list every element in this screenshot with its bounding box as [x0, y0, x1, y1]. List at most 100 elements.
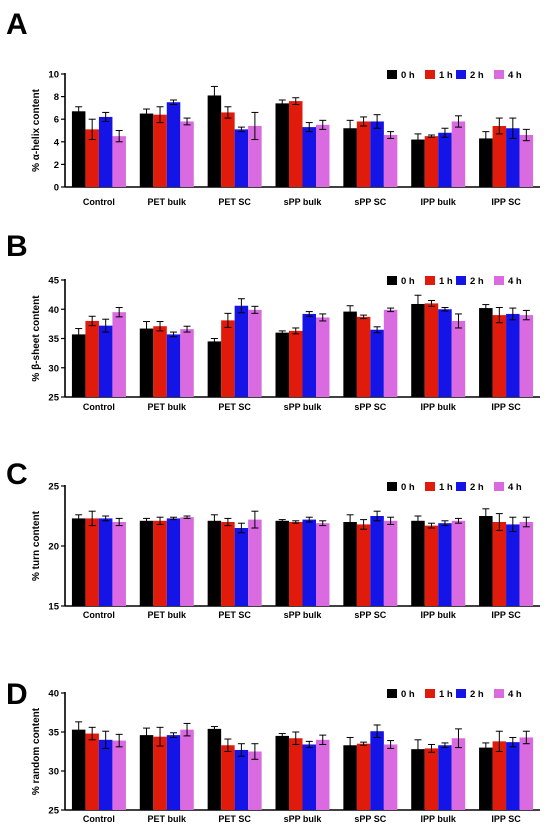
bar-ipp-bulk-2-h [438, 132, 452, 187]
panel-b: B 25 30 35 40 45 % β-sheet content Control PET b… [6, 230, 540, 412]
category-label-ipp-sc: IPP SC [491, 814, 521, 824]
bar-ipp-sc-2-h [506, 128, 520, 187]
y-tick-label: 30 [48, 363, 59, 374]
bar-ipp-sc-1-h [492, 741, 507, 810]
bar-ipp-sc-4-h [519, 522, 534, 606]
bar-pet-bulk-2-h [166, 334, 181, 397]
legend-swatch-1-h [425, 276, 435, 285]
panel-d: D 25 30 35 40 % random content Control PET bulk… [6, 678, 540, 824]
bar-ipp-bulk-1-h [424, 136, 439, 187]
legend-label-1-h: 1 h [439, 70, 453, 81]
bar-pet-bulk-1-h [153, 520, 167, 606]
bar-pet-sc-0-h [207, 520, 222, 606]
bar-pet-sc-1-h [221, 522, 235, 606]
category-label-spp-bulk: sPP bulk [284, 610, 323, 620]
bar-pet-sc-0-h [207, 728, 222, 810]
category-label-spp-sc: sPP SC [354, 402, 386, 412]
category-label-spp-bulk: sPP bulk [284, 402, 323, 412]
bar-spp-sc-4-h [383, 135, 398, 187]
y-axis-label: % turn content [31, 510, 42, 581]
bar-ipp-bulk-1-h [424, 525, 439, 606]
bar-spp-bulk-2-h [302, 127, 316, 187]
panel-letter: D [6, 678, 28, 711]
y-tick-label: 2 [54, 160, 59, 171]
bar-control-4-h [112, 522, 126, 606]
category-label-pet-sc: PET SC [218, 610, 251, 620]
bar-pet-bulk-1-h [153, 114, 167, 187]
bar-pet-sc-0-h [207, 341, 222, 397]
bar-pet-sc-0-h [207, 95, 222, 187]
bar-ipp-sc-1-h [492, 522, 507, 606]
legend-swatch-1-h [425, 689, 435, 698]
legend-label-0-h: 0 h [401, 482, 415, 493]
bar-ipp-bulk-0-h [411, 303, 425, 397]
bar-ipp-bulk-1-h [424, 748, 439, 810]
bar-pet-bulk-0-h [139, 113, 154, 187]
bar-control-4-h [112, 312, 126, 397]
legend-label-0-h: 0 h [401, 276, 415, 287]
y-tick-label: 15 [48, 602, 59, 613]
bar-spp-bulk-4-h [316, 124, 330, 187]
bar-control-1-h [85, 733, 99, 810]
bar-spp-bulk-1-h [289, 101, 303, 187]
category-label-ipp-sc: IPP SC [491, 402, 521, 412]
y-tick-label: 10 [48, 70, 59, 81]
category-label-control: Control [83, 197, 115, 207]
bar-pet-bulk-4-h [180, 121, 194, 187]
bar-ipp-sc-4-h [519, 135, 534, 187]
bar-spp-bulk-2-h [302, 744, 316, 810]
legend-label-2-h: 2 h [470, 70, 484, 81]
legend-swatch-2-h [456, 276, 466, 285]
bar-spp-bulk-0-h [275, 103, 289, 187]
bar-spp-sc-2-h [370, 121, 384, 187]
bar-ipp-sc-1-h [492, 125, 507, 187]
bar-ipp-bulk-1-h [424, 303, 439, 397]
bar-pet-bulk-4-h [180, 329, 194, 397]
y-tick-label: 35 [48, 728, 59, 739]
bar-control-4-h [112, 740, 126, 810]
legend-label-4-h: 4 h [508, 276, 522, 287]
bar-spp-sc-4-h [383, 744, 398, 810]
bar-ipp-sc-0-h [479, 308, 493, 397]
bar-spp-sc-1-h [356, 316, 371, 397]
panel-a: A 0 2 4 6 8 10 % α-helix content Control PET bulk… [6, 8, 540, 207]
y-tick-label: 20 [48, 542, 59, 553]
bar-spp-bulk-4-h [316, 317, 330, 397]
bar-control-2-h [98, 518, 113, 606]
bar-spp-bulk-4-h [316, 739, 330, 810]
bar-pet-sc-4-h [248, 519, 262, 606]
bar-spp-sc-1-h [356, 743, 371, 810]
bar-control-1-h [85, 518, 99, 606]
bar-pet-bulk-2-h [166, 518, 181, 606]
bar-ipp-sc-4-h [519, 737, 534, 810]
legend-swatch-2-h [456, 689, 466, 698]
legend-label-2-h: 2 h [470, 482, 484, 493]
legend-swatch-1-h [425, 70, 435, 79]
bar-ipp-bulk-2-h [438, 309, 452, 397]
y-tick-label: 0 [54, 183, 59, 194]
bar-spp-bulk-4-h [316, 523, 330, 606]
bar-control-0-h [71, 334, 86, 397]
bar-pet-sc-2-h [234, 129, 249, 187]
bar-ipp-sc-0-h [479, 516, 493, 606]
bar-pet-bulk-2-h [166, 102, 181, 187]
bar-ipp-bulk-4-h [451, 121, 466, 187]
bar-pet-sc-1-h [221, 320, 235, 397]
bar-pet-bulk-0-h [139, 328, 154, 397]
bar-ipp-bulk-4-h [451, 320, 466, 397]
bar-spp-bulk-2-h [302, 313, 316, 397]
category-label-ipp-bulk: IPP bulk [421, 402, 457, 412]
legend-swatch-0-h [387, 689, 397, 698]
category-label-pet-bulk: PET bulk [148, 610, 187, 620]
legend-label-0-h: 0 h [401, 70, 415, 81]
category-label-control: Control [83, 610, 115, 620]
panel-c: C 15 20 25 % turn content Control PET bulk PET … [6, 458, 540, 620]
bar-spp-bulk-1-h [289, 522, 303, 606]
bar-ipp-sc-2-h [506, 313, 520, 397]
bar-spp-bulk-1-h [289, 330, 303, 397]
legend-label-1-h: 1 h [439, 689, 453, 700]
bar-pet-sc-2-h [234, 305, 249, 397]
panel-letter: B [6, 230, 28, 263]
